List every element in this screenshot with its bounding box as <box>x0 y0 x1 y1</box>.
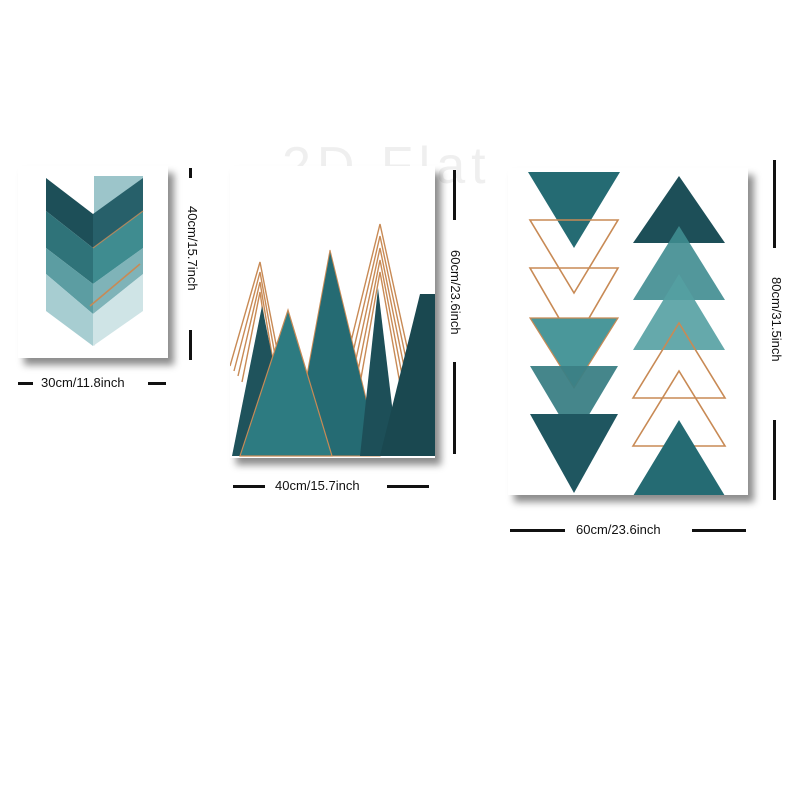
triangles-artwork <box>508 168 748 495</box>
poster2-width-label: 40cm/15.7inch <box>275 478 360 493</box>
mountain-poster <box>230 166 435 458</box>
poster3-height-label: 80cm/31.5inch <box>769 277 784 362</box>
poster2-height-line-top <box>453 170 456 220</box>
poster2-width-line-left <box>233 485 265 488</box>
poster1-height-line-bottom <box>189 330 192 360</box>
poster3-height-line-top <box>773 160 776 248</box>
poster2-height-line-bottom <box>453 362 456 454</box>
poster3-width-line-left <box>510 529 565 532</box>
poster3-width-label: 60cm/23.6inch <box>576 522 661 537</box>
triangles-poster <box>508 168 748 495</box>
poster2-width-line-right <box>387 485 429 488</box>
poster1-height-label: 40cm/15.7inch <box>185 206 200 291</box>
chevron-artwork <box>18 166 168 358</box>
poster1-width-line-left <box>18 382 33 385</box>
poster2-height-label: 60cm/23.6inch <box>448 250 463 335</box>
poster3-height-line-bottom <box>773 420 776 500</box>
poster1-height-line-top <box>189 168 192 178</box>
mountain-artwork <box>230 166 435 458</box>
poster3-width-line-right <box>692 529 746 532</box>
poster1-width-label: 30cm/11.8inch <box>41 375 125 390</box>
chevron-poster <box>18 166 168 358</box>
poster1-width-line-right <box>148 382 166 385</box>
